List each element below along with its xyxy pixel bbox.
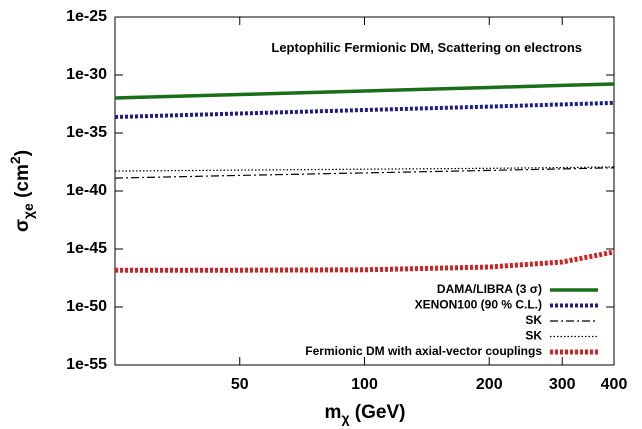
x-tick-label: 100 — [351, 376, 378, 393]
y-axis-label: σχe (cm2) — [7, 150, 36, 232]
series-line — [115, 249, 615, 273]
series-line — [114, 82, 615, 100]
y-tick-label: 1e-30 — [66, 66, 107, 83]
y-tick-label: 1e-25 — [66, 8, 107, 25]
x-label-part: m — [325, 402, 342, 423]
series-line — [114, 167, 615, 179]
x-tick-label: 400 — [601, 376, 628, 393]
annotation: Leptophilic Fermionic DM, Scattering on … — [271, 40, 582, 55]
y-tick-label: 1e-55 — [66, 356, 107, 373]
y-label-part: σ — [12, 219, 33, 232]
y-tick-label: 1e-45 — [66, 240, 107, 257]
x-axis-label: mχ (GeV) — [325, 402, 406, 426]
y-tick-label: 1e-35 — [66, 124, 107, 141]
legend-label: SK — [525, 313, 542, 327]
x-tick-label: 200 — [476, 376, 503, 393]
x-tick-label: 50 — [231, 376, 249, 393]
y-label-sup: 2 — [7, 156, 23, 164]
legend-label: Fermionic DM with axial-vector couplings — [305, 344, 542, 358]
x-tick-label: 300 — [549, 376, 576, 393]
y-tick-label: 1e-40 — [66, 182, 107, 199]
y-tick-label: 1e-50 — [66, 298, 107, 315]
x-label-part: (GeV) — [350, 402, 406, 423]
y-label-sub: χe — [20, 203, 36, 219]
x-label-sub: χ — [341, 410, 349, 426]
y-label-part: (cm — [12, 164, 33, 203]
series-line — [114, 166, 615, 172]
legend-label: DAMA/LIBRA (3 σ) — [437, 282, 542, 296]
series-line — [114, 100, 615, 119]
y-label-part: ) — [12, 150, 33, 156]
legend-label: XENON100 (90 % C.L.) — [415, 298, 542, 312]
legend-label: SK — [525, 329, 542, 343]
